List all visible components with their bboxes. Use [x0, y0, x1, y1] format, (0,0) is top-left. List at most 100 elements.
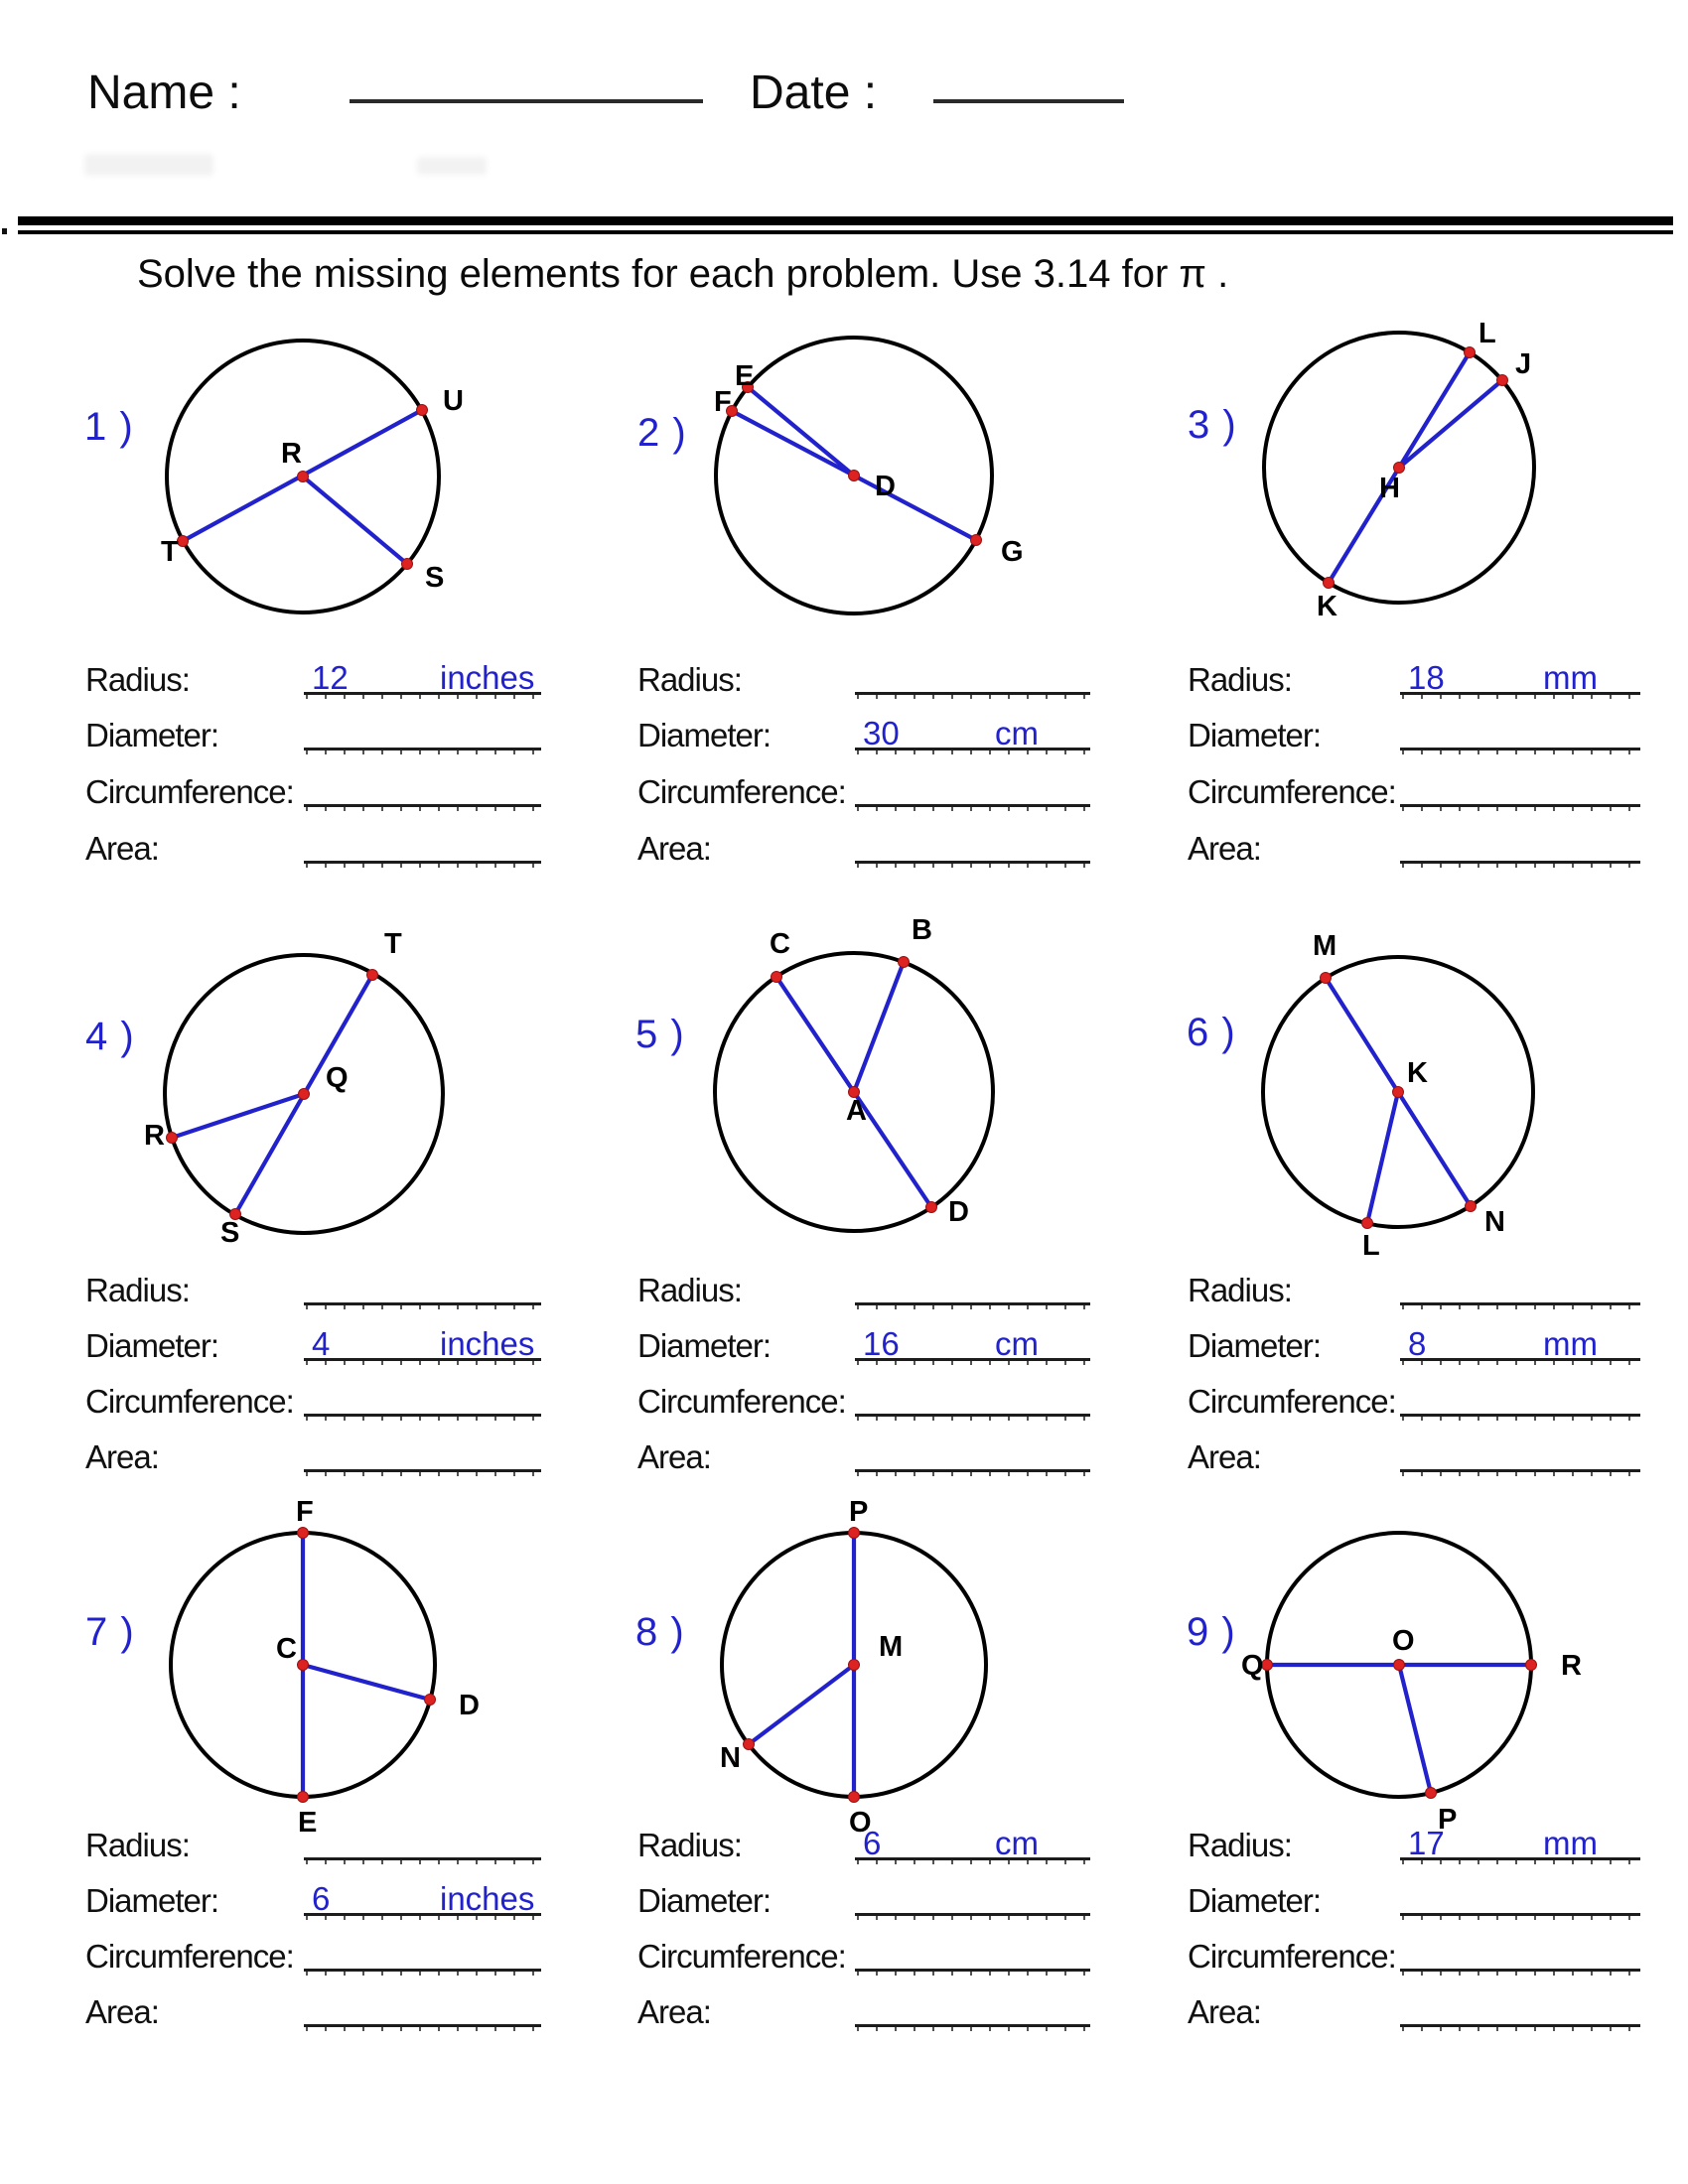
field-label-area: Area:	[637, 830, 712, 867]
point-label: F	[714, 386, 732, 418]
answer-line-circumference[interactable]	[1400, 1969, 1640, 1976]
answer-line-radius[interactable]	[855, 692, 1090, 699]
answer-line-diameter[interactable]	[855, 1358, 1090, 1365]
problem-number-6: 6 )	[1187, 1011, 1236, 1054]
field-label-area: Area:	[85, 1993, 160, 2030]
center-label: D	[875, 471, 896, 502]
answer-line-area[interactable]	[1400, 2024, 1640, 2031]
field-label-diameter: Diameter:	[1188, 717, 1322, 753]
answer-line-circumference[interactable]	[855, 1969, 1090, 1976]
answer-line-diameter[interactable]	[304, 1913, 541, 1920]
answer-line-radius[interactable]	[1400, 1857, 1640, 1864]
point-dot	[166, 1132, 178, 1144]
answer-line-circumference[interactable]	[855, 804, 1090, 811]
answer-line-circumference[interactable]	[855, 1414, 1090, 1421]
answer-line-area[interactable]	[304, 861, 541, 868]
answer-line-diameter[interactable]	[1400, 1913, 1640, 1920]
center-dot	[297, 1659, 309, 1671]
field-label-diameter: Diameter:	[637, 717, 772, 753]
radius-segment	[300, 1662, 433, 1703]
name-label: Name :	[87, 67, 241, 119]
diameter-value: 16	[863, 1325, 900, 1362]
circle-outline	[163, 953, 445, 1235]
point-label: N	[1484, 1206, 1505, 1238]
answer-line-diameter[interactable]	[855, 1913, 1090, 1920]
answer-line-circumference[interactable]	[1400, 1414, 1640, 1421]
answer-line-diameter[interactable]	[1400, 1358, 1640, 1365]
answer-line-circumference[interactable]	[304, 1414, 541, 1421]
center-label: O	[1392, 1625, 1415, 1657]
field-label-diameter: Diameter:	[637, 1882, 772, 1919]
point-dot	[970, 534, 982, 546]
center-dot	[848, 1086, 860, 1098]
answer-line-area[interactable]	[855, 861, 1090, 868]
radius-unit: cm	[995, 1825, 1039, 1861]
field-label-circumference: Circumference:	[85, 773, 295, 810]
center-dot	[848, 1659, 860, 1671]
answer-line-area[interactable]	[304, 1469, 541, 1476]
point-dot	[848, 1791, 860, 1803]
problem-number-8: 8 )	[635, 1610, 685, 1654]
point-label: E	[735, 360, 754, 392]
field-label-circumference: Circumference:	[1188, 1383, 1397, 1420]
problem-number-5: 5 )	[635, 1013, 685, 1056]
problem-number-1: 1 )	[84, 405, 134, 449]
center-label: R	[281, 438, 302, 470]
circle-outline	[713, 951, 995, 1233]
answer-line-circumference[interactable]	[1400, 804, 1640, 811]
circle-outline	[1261, 955, 1535, 1229]
point-dot	[424, 1694, 436, 1706]
field-label-area: Area:	[1188, 1993, 1262, 2030]
point-dot	[1323, 577, 1335, 589]
center-dot	[297, 471, 309, 482]
point-dot	[229, 1208, 241, 1220]
answer-line-circumference[interactable]	[304, 804, 541, 811]
field-label-area: Area:	[85, 830, 160, 867]
center-dot	[1393, 1659, 1405, 1671]
answer-line-area[interactable]	[1400, 861, 1640, 868]
center-dot	[1393, 462, 1405, 474]
point-dot	[898, 956, 910, 968]
answer-line-diameter[interactable]	[855, 748, 1090, 754]
field-label-radius: Radius:	[1188, 1827, 1293, 1863]
answer-line-radius[interactable]	[1400, 1302, 1640, 1309]
center-label: M	[879, 1631, 903, 1663]
point-dot	[1525, 1659, 1537, 1671]
date-blank-line[interactable]	[933, 99, 1124, 103]
point-dot	[742, 381, 754, 393]
answer-line-radius[interactable]	[855, 1302, 1090, 1309]
answer-line-radius[interactable]	[304, 1857, 541, 1864]
point-dot	[297, 1791, 309, 1803]
answer-line-diameter[interactable]	[1400, 748, 1640, 754]
field-label-radius: Radius:	[1188, 661, 1293, 698]
point-label: K	[1317, 591, 1337, 622]
answer-line-area[interactable]	[304, 2024, 541, 2031]
answer-line-circumference[interactable]	[304, 1969, 541, 1976]
name-blank-line[interactable]	[350, 99, 703, 103]
answer-line-area[interactable]	[855, 1469, 1090, 1476]
answer-line-diameter[interactable]	[304, 748, 541, 754]
answer-line-diameter[interactable]	[304, 1358, 541, 1365]
radius-value: 12	[312, 659, 349, 696]
answer-line-area[interactable]	[1400, 1469, 1640, 1476]
point-label: U	[443, 385, 464, 417]
answer-line-radius[interactable]	[304, 1302, 541, 1309]
point-label: J	[1515, 348, 1531, 380]
problem-number-2: 2 )	[637, 411, 687, 455]
answer-line-area[interactable]	[855, 2024, 1090, 2031]
point-dot	[177, 535, 189, 547]
point-dot	[416, 404, 428, 416]
point-dot	[771, 971, 782, 983]
field-label-radius: Radius:	[1188, 1272, 1293, 1308]
answer-line-radius[interactable]	[855, 1857, 1090, 1864]
circle-diagram-8: P O N M	[720, 1496, 988, 1839]
point-dot	[401, 558, 413, 570]
radius-unit: inches	[440, 659, 535, 696]
radius-unit: mm	[1543, 1825, 1598, 1861]
field-label-diameter: Diameter:	[637, 1327, 772, 1364]
field-label-radius: Radius:	[85, 1827, 191, 1863]
answer-line-radius[interactable]	[304, 692, 541, 699]
answer-line-radius[interactable]	[1400, 692, 1640, 699]
diameter-value: 6	[312, 1880, 331, 1917]
field-label-diameter: Diameter:	[85, 717, 219, 753]
